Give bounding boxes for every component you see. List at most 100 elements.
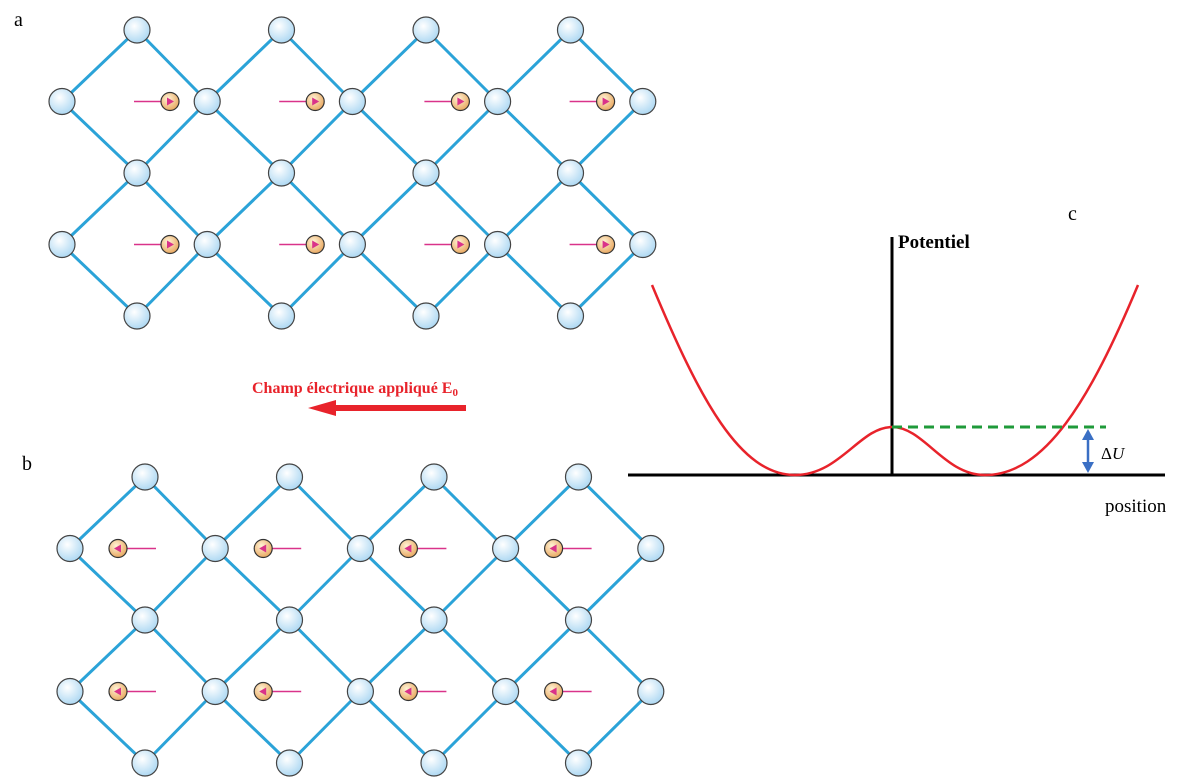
panel-label: b	[22, 453, 32, 475]
bond	[137, 245, 207, 317]
bond	[137, 173, 207, 245]
bond	[434, 620, 506, 692]
potential-curve	[652, 285, 1138, 475]
atom	[49, 232, 75, 258]
bond	[282, 245, 353, 317]
bond	[434, 477, 506, 549]
atom	[421, 464, 447, 490]
barrier-label: ΔU	[1101, 444, 1126, 463]
field-subscript: 0	[452, 387, 458, 399]
bond	[571, 245, 643, 317]
atom	[269, 160, 295, 186]
bond	[426, 30, 498, 102]
atom	[347, 679, 373, 705]
atom	[566, 750, 592, 776]
atom	[421, 607, 447, 633]
bond	[62, 102, 137, 174]
atom	[124, 303, 150, 329]
bond	[434, 692, 506, 764]
bond	[506, 620, 579, 692]
atom	[57, 679, 83, 705]
atom	[638, 536, 664, 562]
bond	[70, 692, 145, 764]
bond	[579, 549, 651, 621]
atom	[132, 464, 158, 490]
bond	[70, 477, 145, 549]
barrier-arrow-head	[1082, 429, 1094, 440]
bond	[498, 102, 571, 174]
bond	[579, 477, 651, 549]
bond	[498, 173, 571, 245]
bond	[290, 549, 361, 621]
atom	[630, 89, 656, 115]
figure: a b c Champ électrique appliqué E0 Poten…	[0, 0, 1200, 781]
bond	[62, 173, 137, 245]
bond	[506, 477, 579, 549]
bond	[215, 620, 289, 692]
atom	[339, 232, 365, 258]
bond	[426, 245, 498, 317]
atom	[413, 160, 439, 186]
bond	[207, 245, 281, 317]
field-arrow-head	[308, 400, 336, 416]
bond	[506, 692, 579, 764]
bond	[207, 173, 281, 245]
bond	[215, 692, 289, 764]
potential-plot: Potentiel position ΔU	[628, 232, 1167, 517]
atom	[49, 89, 75, 115]
atom	[347, 536, 373, 562]
bond	[360, 477, 434, 549]
bond	[62, 245, 137, 317]
panel-label: a	[14, 9, 23, 31]
atom	[558, 160, 584, 186]
atom	[421, 750, 447, 776]
atom	[493, 679, 519, 705]
bond	[145, 549, 215, 621]
bond	[579, 692, 651, 764]
barrier-delta: Δ	[1101, 444, 1112, 463]
bond	[352, 173, 426, 245]
bond	[571, 30, 643, 102]
barrier-symbol: U	[1112, 444, 1126, 463]
bond	[434, 549, 506, 621]
atom	[558, 17, 584, 43]
bond	[70, 549, 145, 621]
field-text: Champ électrique appliqué E	[252, 380, 452, 397]
bond	[360, 549, 434, 621]
bond	[352, 102, 426, 174]
atom	[277, 750, 303, 776]
bond	[207, 30, 281, 102]
atom	[124, 17, 150, 43]
atom	[413, 17, 439, 43]
panel-label: c	[1068, 203, 1077, 225]
bond	[506, 549, 579, 621]
atom	[493, 536, 519, 562]
atom	[566, 607, 592, 633]
x-axis-label: position	[1105, 496, 1167, 517]
bond	[215, 477, 289, 549]
atom	[413, 303, 439, 329]
bond	[360, 692, 434, 764]
lattice-b	[57, 464, 664, 776]
atom	[269, 303, 295, 329]
bond	[282, 102, 353, 174]
bond	[579, 620, 651, 692]
bond	[282, 30, 353, 102]
bond	[352, 30, 426, 102]
bond	[571, 173, 643, 245]
bond	[215, 549, 289, 621]
bond	[137, 102, 207, 174]
bond	[145, 477, 215, 549]
bond	[426, 173, 498, 245]
atom	[124, 160, 150, 186]
atom	[132, 607, 158, 633]
atom	[277, 464, 303, 490]
bond	[290, 620, 361, 692]
bond	[426, 102, 498, 174]
atom	[558, 303, 584, 329]
atom	[566, 464, 592, 490]
atom	[339, 89, 365, 115]
bond	[145, 692, 215, 764]
bond	[137, 30, 207, 102]
atom	[194, 232, 220, 258]
